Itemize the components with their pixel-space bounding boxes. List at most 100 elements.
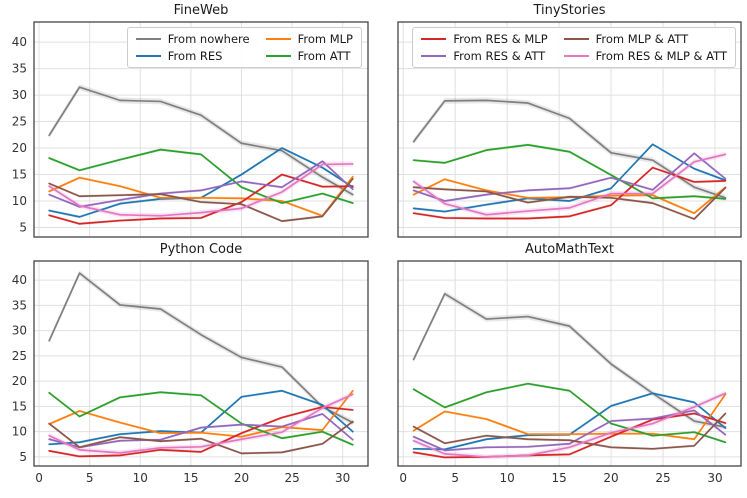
legend-entry: From RES & ATT [421,48,547,64]
x-tick-label: 25 [284,471,299,485]
series-line-from-res-att [48,413,354,449]
series-line-from-res-mlp-att [412,153,727,216]
x-tick-label: 10 [499,471,514,485]
series-band-from-res-att [49,412,353,449]
y-tick-label: 30 [12,324,27,338]
y-tick-label: 40 [12,35,27,49]
series-band-from-mlp [49,389,353,438]
legend-line-swatch-icon [563,38,589,40]
axes-frame [33,21,369,238]
series-line-from-res-mlp [412,412,727,459]
series-line-from-res [412,143,727,213]
x-tick-label: 5 [86,471,94,485]
x-tick-label: 30 [707,471,722,485]
series-line-from-att [48,391,354,446]
series-line-from-res-mlp [412,166,727,220]
y-tick-label: 40 [12,273,27,287]
subplot-title-fineweb: FineWeb [173,3,229,18]
axes-frame [397,21,742,238]
y-tick-label: 25 [12,349,27,363]
subplot-title-automathtext: AutoMathText [525,242,614,257]
x-tick-label: 0 [399,471,407,485]
series-band-from-nowhere [49,270,353,426]
series-line-from-res-att [412,152,727,202]
series-line-from-res-att [48,160,354,208]
series-line-from-res-mlp [48,173,354,225]
series-line-from-att [412,382,727,444]
x-tick-label: 30 [335,471,350,485]
legend-entry: From RES [135,48,250,64]
legend-entry-label: From ATT [297,49,351,63]
series-line-from-mlp-att [412,412,727,450]
y-tick-label: 30 [12,88,27,102]
legend-line-swatch-icon [421,38,447,40]
x-tick-label: 0 [35,471,43,485]
axes-frame [397,260,742,467]
y-tick-label: 35 [12,298,27,312]
legend-entry: From MLP & ATT [563,31,727,47]
legend-line-swatch-icon [265,38,291,40]
legend-entry-label: From RES & MLP & ATT [595,49,727,63]
y-tick-label: 35 [12,62,27,76]
series-band-from-nowhere [413,291,726,430]
y-tick-label: 15 [12,399,27,413]
y-tick-label: 25 [12,115,27,129]
legend-entry-label: From nowhere [167,32,250,46]
axes-frame [33,260,369,467]
x-tick-label: 15 [183,471,198,485]
legend-entry-label: From RES [167,49,223,63]
legend-combined-sources: From RES & MLP From RES & ATT From MLP & A… [412,27,736,68]
x-tick-label: 10 [133,471,148,485]
legend-entry: From RES & MLP & ATT [563,48,727,64]
y-tick-label: 20 [12,374,27,388]
series-line-from-mlp-att [412,186,727,220]
y-tick-label: 15 [12,168,27,182]
x-tick-label: 5 [451,471,459,485]
subplot-title-tinystories: TinyStories [533,3,606,18]
series-line-from-nowhere [48,86,354,196]
legend-entry: From nowhere [135,31,250,47]
legend-entry-label: From MLP [297,32,353,46]
legend-line-swatch-icon [135,55,161,57]
series-line-from-att [48,148,354,204]
x-tick-label: 15 [551,471,566,485]
x-tick-label: 25 [655,471,670,485]
y-tick-label: 20 [12,141,27,155]
series-band-from-res-mlp-att [413,390,726,460]
series-line-from-nowhere [412,99,727,199]
series-line-from-nowhere [48,272,354,424]
legend-entry-label: From RES & MLP [453,32,548,46]
series-line-from-res-mlp-att [48,393,354,454]
subplot-title-python-code: Python Code [159,242,243,257]
legend-entry-label: From MLP & ATT [595,32,689,46]
legend-entry: From RES & MLP [421,31,548,47]
y-tick-label: 5 [19,220,27,234]
legend-line-swatch-icon [421,55,447,57]
series-line-from-mlp [412,393,727,441]
x-tick-label: 20 [603,471,618,485]
series-band-from-res-att [413,409,726,452]
legend-entry-label: From RES & ATT [453,49,546,63]
series-band-from-mlp-att [49,177,353,223]
series-band-from-mlp-att [49,420,353,455]
series-line-from-res-mlp-att [412,392,727,458]
x-tick-label: 20 [234,471,249,485]
legend-entry: From MLP [265,31,353,47]
series-line-from-nowhere [412,292,727,428]
legend-line-swatch-icon [135,38,161,40]
series-line-from-mlp [48,389,354,438]
series-band-from-nowhere [413,97,726,201]
series-line-from-mlp [48,175,354,217]
y-tick-label: 10 [12,194,27,208]
series-line-from-res-mlp-att [48,163,354,217]
series-line-from-res-mlp [48,406,354,458]
series-line-from-mlp-att [48,177,354,222]
series-line-from-att [412,144,727,200]
legend-single-sources: From nowhere From RES From MLP From ATT [126,27,362,68]
legend-line-swatch-icon [265,55,291,57]
series-line-from-mlp-att [48,420,354,455]
y-tick-label: 10 [12,425,27,439]
legend-line-swatch-icon [563,55,589,57]
